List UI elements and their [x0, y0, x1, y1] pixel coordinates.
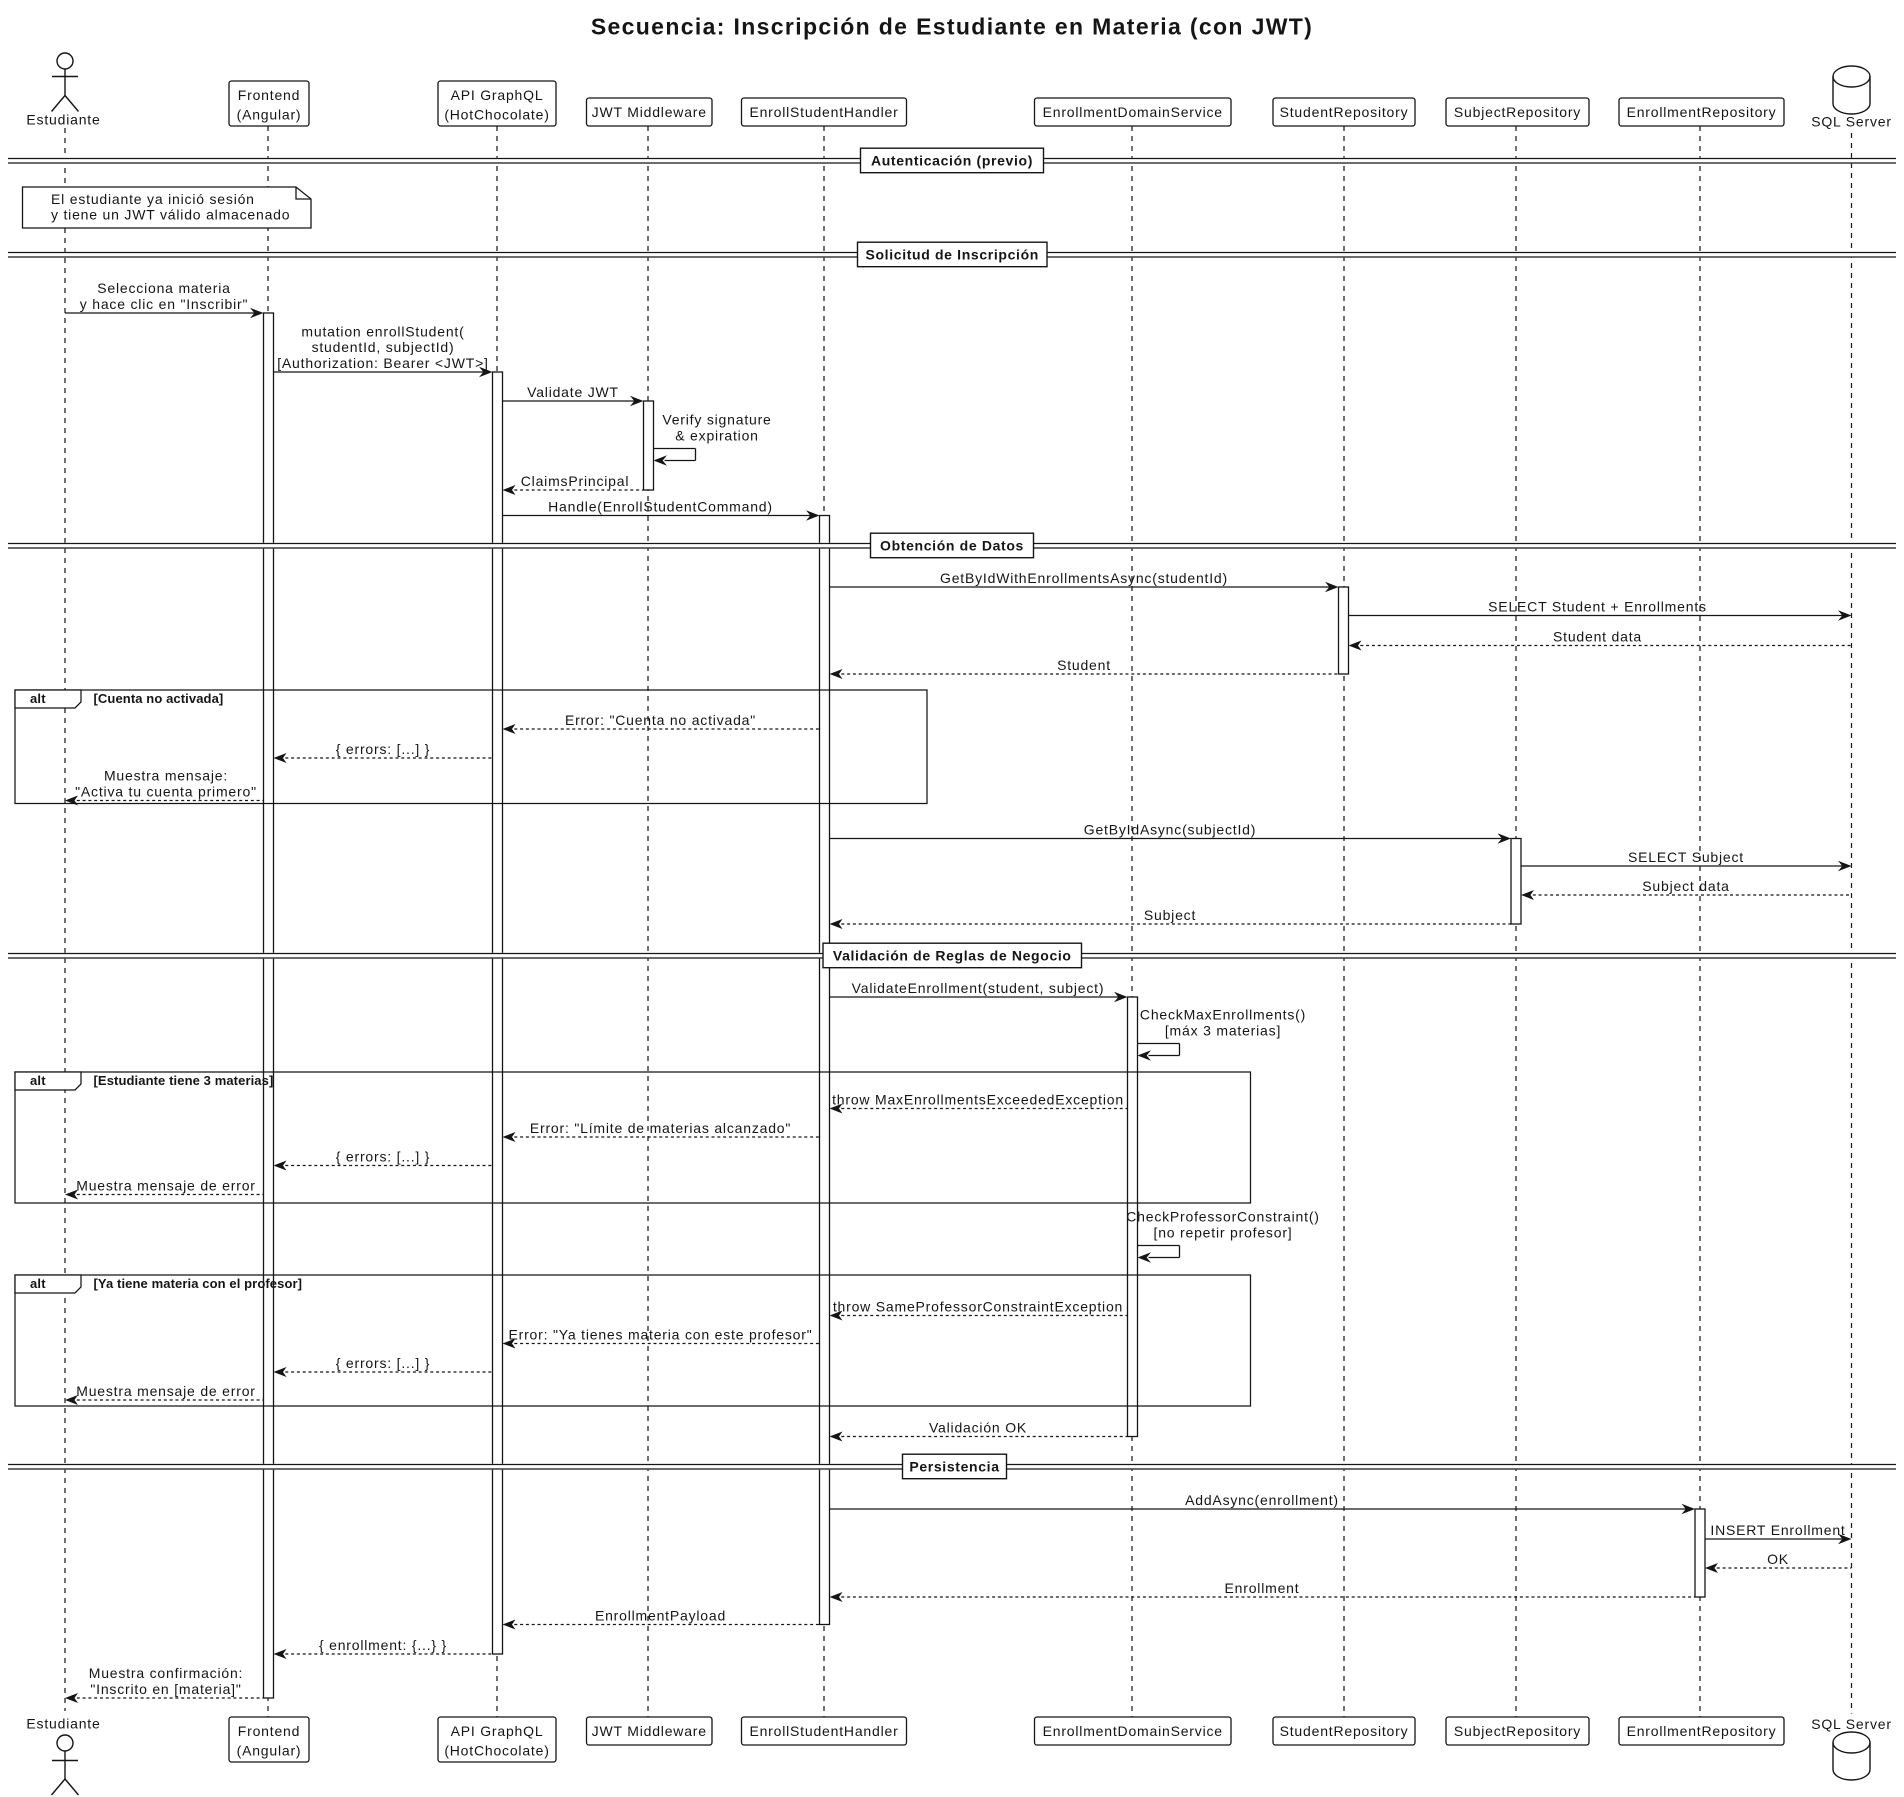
svg-text:Selecciona materia: Selecciona materia	[97, 280, 230, 296]
svg-text:SQL Server: SQL Server	[1811, 1716, 1892, 1732]
svg-text:SELECT Subject: SELECT Subject	[1628, 849, 1744, 865]
svg-text:Student data: Student data	[1553, 629, 1642, 645]
svg-text:Frontend: Frontend	[238, 87, 300, 103]
svg-text:ClaimsPrincipal: ClaimsPrincipal	[521, 473, 629, 489]
svg-text:mutation enrollStudent(: mutation enrollStudent(	[301, 323, 464, 339]
svg-text:(Angular): (Angular)	[237, 107, 302, 123]
svg-text:EnrollmentDomainService: EnrollmentDomainService	[1043, 104, 1223, 120]
svg-text:SubjectRepository: SubjectRepository	[1454, 1723, 1581, 1739]
svg-text:GetByIdWithEnrollmentsAsync(st: GetByIdWithEnrollmentsAsync(studentId)	[940, 570, 1228, 586]
svg-text:CheckMaxEnrollments(): CheckMaxEnrollments()	[1140, 1007, 1306, 1023]
svg-text:throw MaxEnrollmentsExceededEx: throw MaxEnrollmentsExceededException	[832, 1092, 1124, 1108]
svg-text:studentId, subjectId): studentId, subjectId)	[312, 339, 455, 355]
svg-text:Muestra mensaje de error: Muestra mensaje de error	[76, 1383, 256, 1399]
svg-text:SELECT Student + Enrollments: SELECT Student + Enrollments	[1488, 599, 1707, 615]
svg-text:Error: "Ya tienes materia con: Error: "Ya tienes materia con este profe…	[509, 1327, 813, 1343]
svg-text:Autenticación (previo): Autenticación (previo)	[871, 153, 1033, 169]
svg-text:throw SameProfessorConstraintE: throw SameProfessorConstraintException	[833, 1299, 1123, 1315]
svg-text:EnrollmentDomainService: EnrollmentDomainService	[1043, 1723, 1223, 1739]
svg-text:Enrollment: Enrollment	[1225, 1580, 1300, 1596]
svg-text:JWT Middleware: JWT Middleware	[592, 104, 707, 120]
svg-text:EnrollStudentHandler: EnrollStudentHandler	[749, 104, 898, 120]
svg-text:EnrollmentRepository: EnrollmentRepository	[1627, 104, 1777, 120]
svg-text:Verify signature: Verify signature	[662, 412, 771, 428]
svg-text:StudentRepository: StudentRepository	[1280, 104, 1409, 120]
svg-text:ValidateEnrollment(student, su: ValidateEnrollment(student, subject)	[852, 980, 1105, 996]
svg-text:Validate JWT: Validate JWT	[527, 384, 619, 400]
svg-text:alt: alt	[30, 691, 46, 706]
svg-text:[Cuenta no activada]: [Cuenta no activada]	[94, 691, 224, 706]
svg-text:Error: "Límite de materias alc: Error: "Límite de materias alcanzado"	[530, 1120, 791, 1136]
svg-text:{ errors: [...] }: { errors: [...] }	[336, 1355, 431, 1371]
svg-text:"Inscrito en [materia]": "Inscrito en [materia]"	[90, 1681, 241, 1697]
svg-text:CheckProfessorConstraint(): CheckProfessorConstraint()	[1126, 1209, 1320, 1225]
svg-text:El estudiante ya inició sesión: El estudiante ya inició sesión	[51, 191, 255, 207]
svg-text:Frontend: Frontend	[238, 1723, 300, 1739]
svg-text:(HotChocolate): (HotChocolate)	[444, 107, 549, 123]
svg-text:"Activa tu cuenta primero": "Activa tu cuenta primero"	[75, 784, 257, 800]
svg-text:[Ya tiene materia con el profe: [Ya tiene materia con el profesor]	[94, 1276, 303, 1291]
svg-text:Student: Student	[1057, 657, 1111, 673]
svg-text:y tiene un JWT válido almacena: y tiene un JWT válido almacenado	[51, 207, 290, 223]
svg-text:EnrollmentPayload: EnrollmentPayload	[595, 1608, 726, 1624]
svg-text:StudentRepository: StudentRepository	[1280, 1723, 1409, 1739]
svg-text:SubjectRepository: SubjectRepository	[1454, 104, 1581, 120]
svg-text:& expiration: & expiration	[675, 428, 759, 444]
svg-text:Error: "Cuenta no activada": Error: "Cuenta no activada"	[565, 712, 756, 728]
svg-text:[Estudiante tiene 3 materias]: [Estudiante tiene 3 materias]	[94, 1073, 274, 1088]
svg-text:Solicitud de Inscripción: Solicitud de Inscripción	[865, 247, 1039, 263]
svg-text:{ errors: [...] }: { errors: [...] }	[336, 1149, 431, 1165]
svg-text:Persistencia: Persistencia	[909, 1459, 999, 1475]
svg-text:Secuencia: Inscripción de Estu: Secuencia: Inscripción de Estudiante en …	[591, 14, 1313, 40]
svg-text:[máx 3 materias]: [máx 3 materias]	[1165, 1023, 1281, 1039]
svg-text:alt: alt	[30, 1276, 46, 1291]
svg-text:y hace clic en "Inscribir": y hace clic en "Inscribir"	[80, 296, 248, 312]
svg-text:(HotChocolate): (HotChocolate)	[444, 1743, 549, 1759]
svg-text:[no repetir profesor]: [no repetir profesor]	[1154, 1225, 1293, 1241]
svg-text:OK: OK	[1767, 1551, 1789, 1567]
svg-text:Subject data: Subject data	[1642, 878, 1729, 894]
svg-text:Muestra mensaje de error: Muestra mensaje de error	[76, 1178, 256, 1194]
svg-text:{ errors: [...] }: { errors: [...] }	[336, 741, 431, 757]
svg-text:Subject: Subject	[1144, 907, 1196, 923]
svg-text:Obtención de Datos: Obtención de Datos	[880, 538, 1024, 554]
svg-text:Estudiante: Estudiante	[26, 1716, 100, 1732]
svg-text:Muestra mensaje:: Muestra mensaje:	[104, 768, 228, 784]
svg-text:Validación de Reglas de Negoci: Validación de Reglas de Negocio	[833, 948, 1072, 964]
svg-text:API GraphQL: API GraphQL	[451, 87, 544, 103]
svg-text:EnrollmentRepository: EnrollmentRepository	[1627, 1723, 1777, 1739]
svg-text:[Authorization: Bearer <JWT>]: [Authorization: Bearer <JWT>]	[277, 355, 489, 371]
svg-text:Handle(EnrollStudentCommand): Handle(EnrollStudentCommand)	[548, 499, 773, 515]
svg-text:EnrollStudentHandler: EnrollStudentHandler	[749, 1723, 898, 1739]
svg-text:Validación OK: Validación OK	[929, 1420, 1027, 1436]
svg-text:SQL Server: SQL Server	[1811, 114, 1892, 130]
svg-text:Estudiante: Estudiante	[26, 112, 100, 128]
svg-text:alt: alt	[30, 1073, 46, 1088]
svg-text:(Angular): (Angular)	[237, 1743, 302, 1759]
svg-text:GetByIdAsync(subjectId): GetByIdAsync(subjectId)	[1084, 822, 1256, 838]
svg-text:{ enrollment: {...} }: { enrollment: {...} }	[319, 1637, 447, 1653]
svg-text:JWT Middleware: JWT Middleware	[592, 1723, 707, 1739]
svg-text:API GraphQL: API GraphQL	[451, 1723, 544, 1739]
svg-text:Muestra confirmación:: Muestra confirmación:	[89, 1665, 244, 1681]
svg-text:INSERT Enrollment: INSERT Enrollment	[1710, 1522, 1845, 1538]
svg-text:AddAsync(enrollment): AddAsync(enrollment)	[1185, 1492, 1339, 1508]
